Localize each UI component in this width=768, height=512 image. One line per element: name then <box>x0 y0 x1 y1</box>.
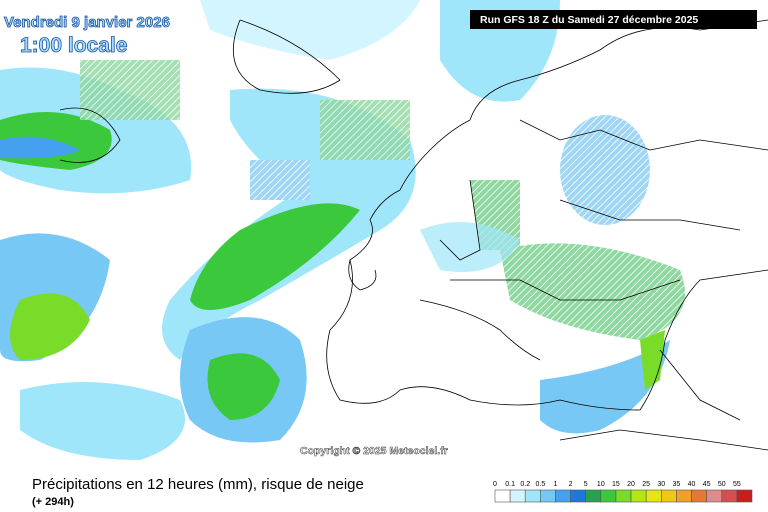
legend-swatch <box>600 489 617 503</box>
legend-label: 30 <box>657 481 665 488</box>
legend-label: 0 <box>493 481 497 488</box>
legend-swatch <box>524 489 541 503</box>
run-box <box>470 10 757 29</box>
legend-swatch <box>509 489 526 503</box>
legend-label: 45 <box>703 481 711 488</box>
legend-swatch <box>736 489 753 503</box>
legend-swatch <box>570 489 587 503</box>
legend-swatch <box>691 489 707 503</box>
legend-label: 0.1 <box>505 481 515 488</box>
legend-swatch <box>555 489 571 503</box>
copyright: Copyright © 2025 Meteociel.fr <box>300 445 448 457</box>
legend-label: 1 <box>554 481 558 488</box>
legend-label: 15 <box>612 481 620 488</box>
legend-label: 35 <box>673 481 681 488</box>
legend-swatch <box>494 489 511 503</box>
legend-swatch <box>540 489 556 503</box>
legend-label: 25 <box>642 481 650 488</box>
legend-swatch <box>585 489 602 503</box>
legend-label: 20 <box>627 481 635 488</box>
legend-label: 5 <box>584 481 588 488</box>
run-info: Run GFS 18 Z du Samedi 27 décembre 2025 <box>480 14 698 26</box>
legend-swatch <box>630 489 647 503</box>
legend-swatch <box>615 489 632 503</box>
legend-swatch <box>721 489 738 503</box>
forecast-time: 1:00 locale <box>20 34 127 57</box>
legend-label: 2 <box>569 481 573 488</box>
legend-label: 0.2 <box>520 481 530 488</box>
legend-label: 40 <box>688 481 696 488</box>
legend-swatch <box>676 489 692 503</box>
forecast-date: Vendredi 9 janvier 2026 <box>4 14 170 31</box>
lead-time: (+ 294h) <box>32 496 74 508</box>
legend: 0 0.1 0.2 0.5 1 2 5 10 15 20 25 30 35 40 45 50 55 <box>493 481 753 503</box>
map-area <box>0 0 768 460</box>
legend-label: 10 <box>597 481 605 488</box>
legend-label: 55 <box>733 481 741 488</box>
legend-swatch <box>645 489 662 503</box>
legend-label: 50 <box>718 481 726 488</box>
legend-label: 0.5 <box>535 481 545 488</box>
legend-swatch <box>706 489 723 503</box>
legend-swatch <box>660 489 677 503</box>
footer-title: Précipitations en 12 heures (mm), risque… <box>32 476 364 493</box>
